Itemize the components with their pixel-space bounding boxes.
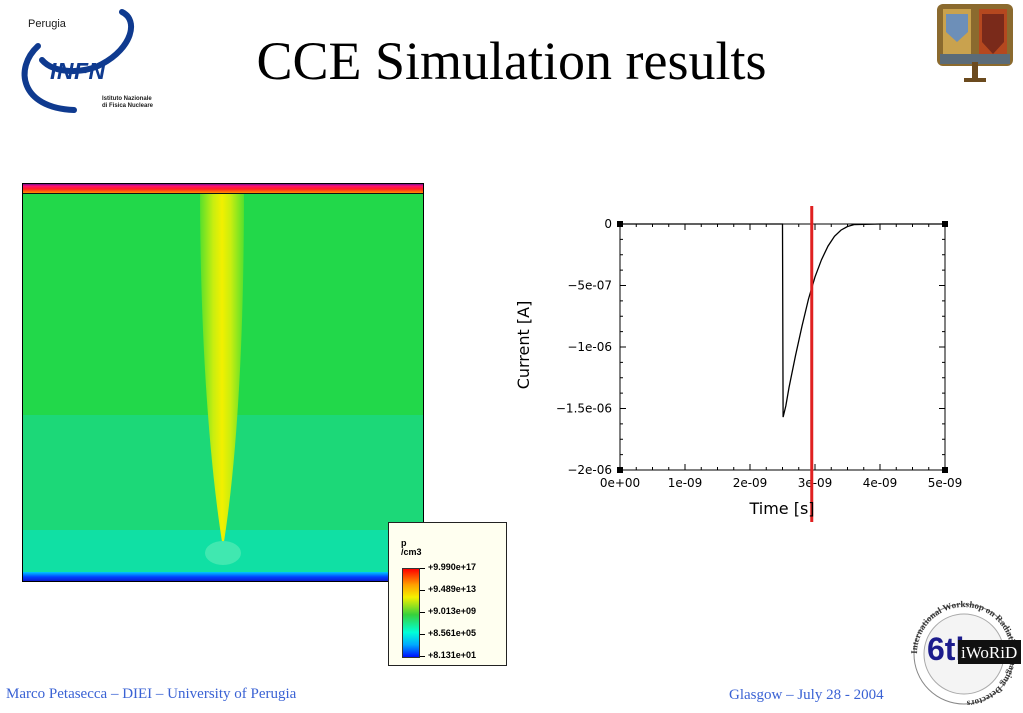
colorbar-quantity: p xyxy=(401,538,407,548)
colorbar-tick xyxy=(420,656,425,657)
colorbar-value: +9.013e+09 xyxy=(428,606,477,616)
hole-density-map xyxy=(22,183,424,582)
colorbar-value: +8.131e+01 xyxy=(428,650,477,660)
colorbar-title: p /cm3 xyxy=(401,539,422,557)
page-title: CCE Simulation results xyxy=(256,31,767,91)
infn-subtitle: Istituto Nazionale di Fisica Nucleare xyxy=(102,96,153,110)
iworid-acronym: iWoRiD xyxy=(961,643,1017,662)
x-tick-label: 3e-09 xyxy=(798,476,833,490)
current-time-chart: 0e+00 1e-09 2e-09 3e-09 4e-09 5e-09 0 −5e-07 −1e… xyxy=(505,200,975,525)
colorbar-unit: /cm3 xyxy=(401,547,422,557)
corner-marker xyxy=(942,467,948,473)
y-axis-label: Current [A] xyxy=(514,301,533,390)
footer-event: Glasgow – July 28 - 2004 xyxy=(729,687,884,703)
corner-marker xyxy=(617,467,623,473)
x-tick-label: 4e-09 xyxy=(863,476,898,490)
infn-logo-text: INFN xyxy=(50,58,106,84)
colorbar-tick xyxy=(420,568,425,569)
colorbar-tick xyxy=(420,590,425,591)
iworid-logo: International Workshop on Radiation Imag… xyxy=(905,599,1023,709)
x-axis-label: Time [s] xyxy=(748,499,814,518)
footer-author: Marco Petasecca – DIEI – University of P… xyxy=(6,686,297,702)
y-tick-label: 0 xyxy=(604,217,612,231)
x-tick-label: 5e-09 xyxy=(928,476,963,490)
infn-swoosh-icon xyxy=(21,9,134,113)
infn-logo: Perugia INFN Istituto Nazionale di Fisic… xyxy=(14,8,154,116)
y-tick-label: −1e-06 xyxy=(567,340,612,354)
colorbar-value: +9.990e+17 xyxy=(428,562,477,572)
colorbar-tick xyxy=(420,612,425,613)
infn-city-label: Perugia xyxy=(28,18,66,30)
chart-svg: 0e+00 1e-09 2e-09 3e-09 4e-09 5e-09 0 −5e-07 −1e… xyxy=(514,206,963,522)
colorbar-value: +8.561e+05 xyxy=(428,628,477,638)
y-tick-label: −1.5e-06 xyxy=(556,402,612,416)
infn-subtitle-line1: Istituto Nazionale xyxy=(102,96,152,102)
y-tick-label: −2e-06 xyxy=(567,463,612,477)
y-tick-label: −5e-07 xyxy=(567,279,612,293)
university-of-perugia-crest-icon xyxy=(934,2,1016,86)
colorbar-tick xyxy=(420,634,425,635)
colorbar-legend: p /cm3 +9.990e+17 +9.489e+13 +9.013e+09 … xyxy=(388,522,507,666)
colorbar-gradient xyxy=(402,568,420,658)
x-tick-label: 0e+00 xyxy=(600,476,640,490)
x-tick-label: 1e-09 xyxy=(668,476,703,490)
colorbar-value: +9.489e+13 xyxy=(428,584,477,594)
x-tick-label: 2e-09 xyxy=(733,476,768,490)
current-series-line xyxy=(620,223,945,418)
infn-subtitle-line2: di Fisica Nucleare xyxy=(102,103,154,109)
